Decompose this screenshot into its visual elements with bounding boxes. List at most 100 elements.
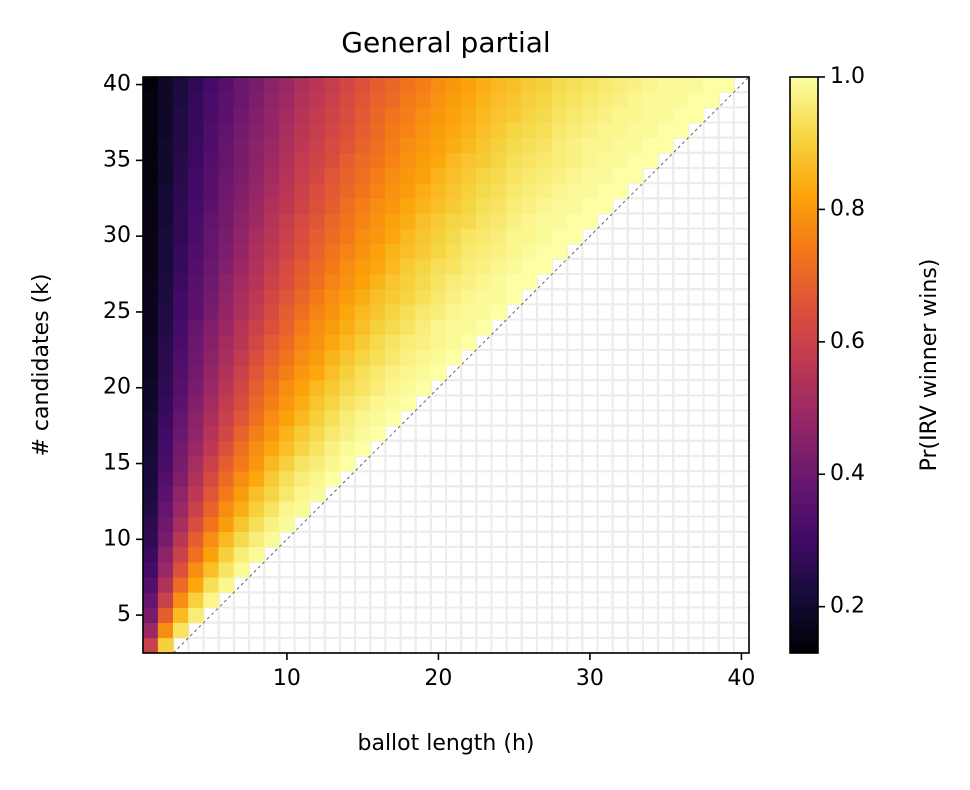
- heat-cell: [218, 334, 235, 351]
- heat-cell: [369, 243, 386, 260]
- heat-cell: [309, 228, 326, 245]
- heat-cell: [400, 137, 416, 154]
- heat-cell: [309, 137, 326, 154]
- heat-cell: [491, 228, 507, 245]
- heat-cell: [354, 243, 371, 260]
- heat-cell: [142, 152, 159, 169]
- heat-cell: [324, 137, 341, 154]
- heat-cell: [324, 213, 341, 229]
- heat-cell: [521, 167, 538, 184]
- heat-cell: [173, 152, 189, 169]
- heat-cell: [400, 122, 416, 138]
- heat-cell: [263, 319, 280, 335]
- heat-cell: [324, 349, 341, 366]
- heat-cell: [218, 122, 235, 138]
- heat-cell: [173, 197, 189, 214]
- heat-cell: [279, 364, 295, 381]
- heat-cell: [369, 364, 386, 381]
- heat-cell: [657, 76, 674, 93]
- heat-cell: [294, 288, 310, 305]
- heat-cell: [415, 91, 432, 108]
- heat-cell: [203, 364, 220, 381]
- heat-cell: [491, 288, 507, 305]
- heat-cell: [157, 91, 174, 108]
- heat-cell: [445, 107, 462, 123]
- heat-cell: [521, 122, 538, 138]
- heat-cell: [385, 182, 401, 199]
- heat-cell: [521, 213, 538, 229]
- heat-cell: [203, 425, 220, 442]
- heat-cell: [688, 107, 704, 123]
- heat-cell: [279, 122, 295, 138]
- heat-cell: [173, 576, 189, 593]
- heat-cell: [233, 395, 250, 411]
- heat-cell: [475, 152, 492, 169]
- heat-cell: [203, 470, 220, 487]
- heat-cell: [203, 152, 220, 169]
- heat-cell: [279, 152, 295, 169]
- heat-cell: [218, 288, 235, 305]
- heat-cell: [157, 592, 174, 608]
- heat-cell: [248, 440, 265, 457]
- heat-cell: [248, 410, 265, 426]
- heat-cell: [566, 152, 583, 169]
- heat-cell: [324, 319, 341, 335]
- heat-cell: [294, 152, 310, 169]
- heat-cell: [354, 258, 371, 275]
- heat-cell: [582, 137, 598, 154]
- heat-cell: [233, 561, 250, 578]
- heat-cell: [233, 137, 250, 154]
- heat-cell: [279, 410, 295, 426]
- heat-cell: [506, 107, 523, 123]
- heat-cell: [475, 122, 492, 138]
- heat-cell: [188, 273, 204, 290]
- heat-cell: [354, 364, 371, 381]
- heat-cell: [309, 455, 326, 472]
- heat-cell: [173, 288, 189, 305]
- heat-cell: [263, 258, 280, 275]
- heat-cell: [551, 213, 568, 229]
- heat-cell: [369, 425, 386, 442]
- heat-cell: [294, 304, 310, 320]
- heat-cell: [188, 243, 204, 260]
- colorbar-label: Pr(IRV winner wins): [917, 259, 942, 472]
- heat-cell: [173, 607, 189, 623]
- heat-cell: [263, 470, 280, 487]
- heat-cell: [400, 304, 416, 320]
- heat-cell: [233, 470, 250, 487]
- heat-cell: [203, 334, 220, 351]
- heat-cell: [475, 273, 492, 290]
- heat-cell: [354, 137, 371, 154]
- heat-cell: [612, 137, 629, 154]
- heat-cell: [233, 228, 250, 245]
- heat-cell: [506, 197, 523, 214]
- heat-cell: [279, 485, 295, 502]
- heat-cell: [218, 349, 235, 366]
- heat-cell: [385, 228, 401, 245]
- heat-cell: [263, 167, 280, 184]
- heat-cell: [506, 91, 523, 108]
- heat-cell: [233, 76, 250, 93]
- heat-cell: [203, 379, 220, 396]
- heat-cell: [218, 213, 235, 229]
- heat-cell: [203, 576, 220, 593]
- heat-cell: [475, 304, 492, 320]
- heat-cell: [248, 379, 265, 396]
- heat-cell: [430, 167, 447, 184]
- heat-cell: [173, 622, 189, 639]
- heat-cell: [385, 243, 401, 260]
- heat-cell: [324, 122, 341, 138]
- heat-cell: [188, 288, 204, 305]
- heat-cell: [491, 243, 507, 260]
- heat-cell: [248, 304, 265, 320]
- heat-cell: [218, 561, 235, 578]
- heat-cell: [430, 107, 447, 123]
- heat-cell: [415, 334, 432, 351]
- heat-cell: [203, 561, 220, 578]
- heat-cell: [521, 107, 538, 123]
- heat-cell: [491, 197, 507, 214]
- heat-cell: [385, 91, 401, 108]
- y-tick-label: 25: [103, 299, 131, 324]
- heat-cell: [294, 319, 310, 335]
- heat-cell: [445, 152, 462, 169]
